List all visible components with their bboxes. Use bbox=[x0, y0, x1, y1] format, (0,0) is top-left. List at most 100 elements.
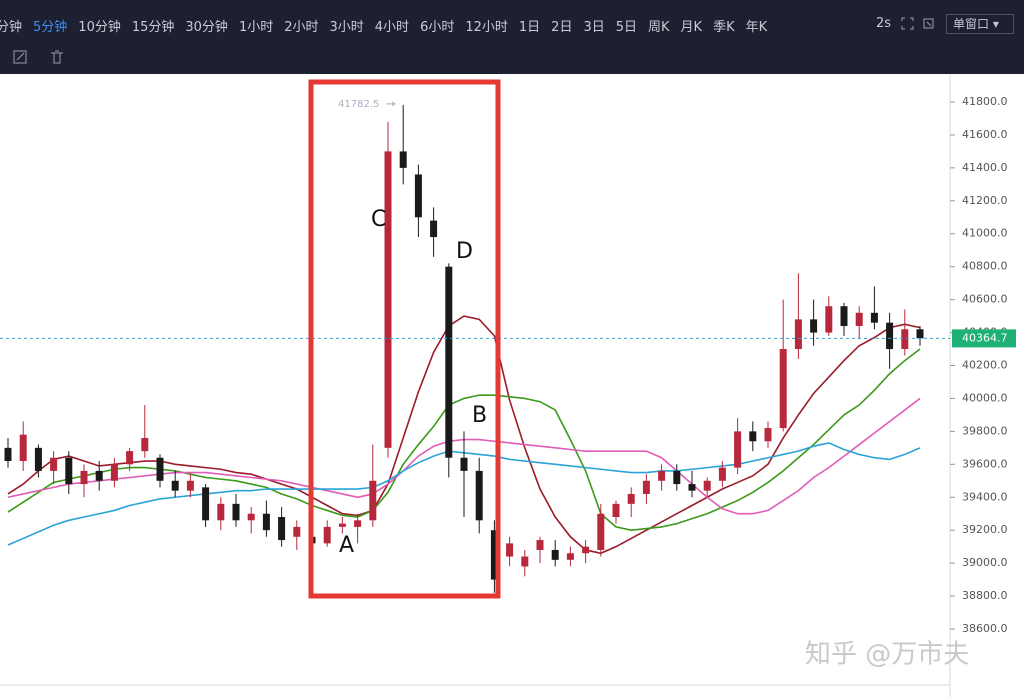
candle-body bbox=[475, 470, 483, 521]
candle-body bbox=[65, 457, 73, 485]
interval[interactable]: 2小时 bbox=[284, 20, 319, 35]
candle-body bbox=[597, 513, 605, 550]
annotation: B bbox=[472, 403, 487, 428]
candle-body bbox=[80, 470, 88, 485]
toolbar-icons[interactable] bbox=[900, 16, 940, 32]
high-arrow bbox=[386, 101, 396, 107]
refresh-rate[interactable]: 2s bbox=[876, 16, 892, 31]
window-label: 单窗口 bbox=[953, 17, 990, 31]
candle-body bbox=[916, 329, 924, 339]
candle-body bbox=[50, 457, 58, 471]
candle-body bbox=[354, 520, 362, 527]
y-tick-label: 39400.0 bbox=[962, 490, 1008, 503]
y-tick-label: 38800.0 bbox=[962, 589, 1008, 602]
candle-body bbox=[126, 451, 134, 465]
y-tick-label: 40600.0 bbox=[962, 293, 1008, 306]
candle-body bbox=[870, 312, 878, 323]
interval[interactable]: 季K bbox=[713, 20, 735, 35]
interval-list: 分钟 5分钟 10分钟 15分钟 30分钟 1小时 2小时 3小时 4小时 6小时 12小时 1日 2日… bbox=[0, 16, 778, 35]
candle-body bbox=[855, 312, 863, 326]
last-price-tag bbox=[952, 329, 1016, 348]
interval[interactable]: 5分钟 bbox=[33, 20, 68, 35]
candle-body bbox=[734, 431, 742, 468]
candle-body bbox=[582, 546, 590, 554]
candle-body bbox=[34, 447, 42, 471]
candle-body bbox=[840, 306, 848, 326]
high-label: 41782.5 bbox=[338, 99, 379, 110]
interval[interactable]: 3小时 bbox=[329, 20, 364, 35]
candle-body bbox=[293, 526, 301, 537]
candle-body bbox=[338, 523, 346, 527]
plot-area bbox=[0, 74, 950, 697]
y-tick-label: 41200.0 bbox=[962, 194, 1008, 207]
candle-body bbox=[688, 484, 696, 491]
candle-body bbox=[566, 553, 574, 560]
candle-body bbox=[384, 151, 392, 448]
annotation: C bbox=[371, 207, 386, 232]
candle-body bbox=[323, 526, 331, 544]
candle-body bbox=[156, 457, 164, 481]
candle-body bbox=[217, 503, 225, 521]
y-tick-label: 40000.0 bbox=[962, 391, 1008, 404]
interval[interactable]: 年K bbox=[745, 20, 768, 35]
interval[interactable]: 10分钟 bbox=[78, 20, 121, 35]
interval[interactable]: 3日 bbox=[583, 20, 605, 35]
chart: 38600.0 38800.0 39000.0 39200.0 39400.0 39600… bbox=[0, 74, 1016, 697]
watermark: 知乎 @万市夫 bbox=[805, 640, 969, 670]
annotation: D bbox=[456, 239, 473, 264]
interval[interactable]: 2日 bbox=[551, 20, 573, 35]
y-tick-label: 39000.0 bbox=[962, 556, 1008, 569]
y-tick-label: 39200.0 bbox=[962, 523, 1008, 536]
candle-body bbox=[794, 319, 802, 350]
y-tick-label: 40200.0 bbox=[962, 359, 1008, 372]
candle-body bbox=[369, 480, 377, 521]
interval[interactable]: 12小时 bbox=[465, 20, 508, 35]
candle-body bbox=[278, 517, 286, 541]
candle-body bbox=[901, 329, 909, 350]
candle-body bbox=[141, 437, 149, 452]
candle-body bbox=[4, 447, 12, 462]
tool-row bbox=[0, 40, 1024, 74]
candle-body bbox=[703, 480, 711, 491]
tool-icons[interactable] bbox=[0, 40, 80, 74]
y-tick-label: 41600.0 bbox=[962, 128, 1008, 141]
candle-body bbox=[490, 530, 498, 580]
interval[interactable]: 4小时 bbox=[374, 20, 410, 35]
candle-body bbox=[110, 464, 118, 481]
candle-body bbox=[521, 556, 529, 567]
candle-body bbox=[886, 322, 894, 350]
candle-body bbox=[779, 349, 787, 429]
y-tick-label: 41400.0 bbox=[962, 161, 1008, 174]
candle-body bbox=[673, 470, 681, 485]
interval[interactable]: 30分钟 bbox=[185, 20, 228, 35]
candle-body bbox=[414, 174, 422, 218]
last-price-label: 40364.7 bbox=[962, 331, 1008, 344]
candle-body bbox=[551, 549, 559, 560]
candle-body bbox=[95, 470, 103, 481]
interval[interactable]: 1日 bbox=[518, 20, 541, 35]
candle-body bbox=[749, 431, 757, 442]
candle-body bbox=[186, 480, 194, 491]
interval[interactable]: 1小时 bbox=[238, 20, 274, 35]
y-tick-label: 39800.0 bbox=[962, 424, 1008, 437]
candle-body bbox=[825, 306, 833, 333]
candle-body bbox=[232, 503, 240, 521]
candle-body bbox=[642, 480, 650, 494]
candle-body bbox=[399, 151, 407, 168]
interval[interactable]: 15分钟 bbox=[131, 20, 175, 35]
candle-body bbox=[506, 543, 514, 557]
candle-body bbox=[202, 487, 210, 521]
window-select[interactable]: 单窗口 ▾ bbox=[946, 14, 1014, 34]
interval[interactable]: 5日 bbox=[615, 20, 638, 35]
interval[interactable]: 6小时 bbox=[420, 20, 455, 35]
candle-body bbox=[810, 319, 818, 333]
candle-body bbox=[658, 470, 666, 481]
candle-body bbox=[171, 480, 179, 491]
interval[interactable]: 月K bbox=[680, 20, 703, 35]
candle-body bbox=[627, 493, 635, 504]
candle-body bbox=[612, 503, 620, 518]
candle-body bbox=[247, 513, 255, 521]
candle-body bbox=[460, 457, 468, 471]
interval[interactable]: 周K bbox=[648, 20, 670, 35]
interval[interactable]: 分钟 bbox=[0, 20, 23, 35]
